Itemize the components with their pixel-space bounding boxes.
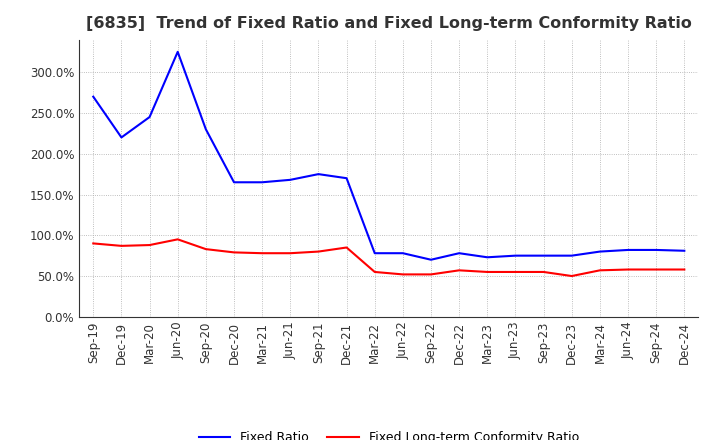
Fixed Ratio (595, 249, 604, 254)
Fixed Ratio (117, 135, 126, 140)
Fixed Long-term Conformity Ratio (595, 268, 604, 273)
Fixed Long-term Conformity Ratio (455, 268, 464, 273)
Fixed Long-term Conformity Ratio (511, 269, 520, 275)
Fixed Long-term Conformity Ratio (342, 245, 351, 250)
Fixed Long-term Conformity Ratio (483, 269, 492, 275)
Fixed Ratio (652, 247, 660, 253)
Fixed Ratio (89, 94, 98, 99)
Fixed Ratio (342, 176, 351, 181)
Fixed Ratio (427, 257, 436, 262)
Fixed Long-term Conformity Ratio (89, 241, 98, 246)
Fixed Long-term Conformity Ratio (652, 267, 660, 272)
Fixed Long-term Conformity Ratio (539, 269, 548, 275)
Fixed Long-term Conformity Ratio (680, 267, 688, 272)
Fixed Ratio (567, 253, 576, 258)
Fixed Ratio (230, 180, 238, 185)
Fixed Long-term Conformity Ratio (567, 273, 576, 279)
Fixed Long-term Conformity Ratio (624, 267, 632, 272)
Fixed Ratio (539, 253, 548, 258)
Title: [6835]  Trend of Fixed Ratio and Fixed Long-term Conformity Ratio: [6835] Trend of Fixed Ratio and Fixed Lo… (86, 16, 692, 32)
Fixed Ratio (145, 114, 154, 120)
Fixed Long-term Conformity Ratio (230, 250, 238, 255)
Fixed Long-term Conformity Ratio (286, 250, 294, 256)
Legend: Fixed Ratio, Fixed Long-term Conformity Ratio: Fixed Ratio, Fixed Long-term Conformity … (194, 426, 584, 440)
Fixed Long-term Conformity Ratio (370, 269, 379, 275)
Fixed Long-term Conformity Ratio (258, 250, 266, 256)
Fixed Ratio (511, 253, 520, 258)
Fixed Ratio (624, 247, 632, 253)
Fixed Ratio (286, 177, 294, 183)
Fixed Long-term Conformity Ratio (427, 272, 436, 277)
Line: Fixed Ratio: Fixed Ratio (94, 52, 684, 260)
Fixed Ratio (455, 250, 464, 256)
Fixed Ratio (483, 255, 492, 260)
Fixed Long-term Conformity Ratio (174, 237, 182, 242)
Fixed Ratio (680, 248, 688, 253)
Line: Fixed Long-term Conformity Ratio: Fixed Long-term Conformity Ratio (94, 239, 684, 276)
Fixed Ratio (399, 250, 408, 256)
Fixed Ratio (314, 172, 323, 177)
Fixed Ratio (174, 49, 182, 55)
Fixed Long-term Conformity Ratio (202, 246, 210, 252)
Fixed Long-term Conformity Ratio (117, 243, 126, 249)
Fixed Ratio (258, 180, 266, 185)
Fixed Ratio (202, 127, 210, 132)
Fixed Long-term Conformity Ratio (314, 249, 323, 254)
Fixed Long-term Conformity Ratio (399, 272, 408, 277)
Fixed Long-term Conformity Ratio (145, 242, 154, 248)
Fixed Ratio (370, 250, 379, 256)
